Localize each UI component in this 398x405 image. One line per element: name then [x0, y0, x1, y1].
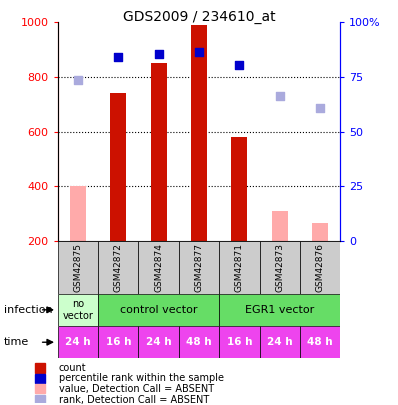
Text: 48 h: 48 h [307, 337, 333, 347]
Bar [179, 326, 219, 358]
Point [75, 77, 81, 83]
Text: rank, Detection Call = ABSENT: rank, Detection Call = ABSENT [59, 394, 209, 405]
Text: GSM42876: GSM42876 [316, 243, 325, 292]
Point [236, 62, 242, 68]
Point [115, 54, 121, 60]
Bar [312, 223, 328, 241]
Bar [150, 63, 167, 241]
Bar [35, 395, 45, 404]
Text: GSM42874: GSM42874 [154, 243, 163, 292]
Text: EGR1 vector: EGR1 vector [245, 305, 314, 315]
Point [277, 92, 283, 99]
Bar [35, 384, 45, 393]
Bar [98, 294, 219, 326]
Point [317, 104, 323, 111]
Bar [259, 326, 300, 358]
Text: infection: infection [4, 305, 53, 315]
Bar [139, 326, 179, 358]
Bar [191, 25, 207, 241]
Text: GSM42871: GSM42871 [235, 243, 244, 292]
Bar [272, 211, 288, 241]
Text: no
vector: no vector [62, 299, 94, 321]
Text: GSM42875: GSM42875 [73, 243, 82, 292]
Bar [58, 294, 98, 326]
Bar [35, 363, 45, 373]
Bar [231, 137, 248, 241]
Point [196, 49, 202, 55]
Bar [179, 241, 219, 294]
Text: 48 h: 48 h [186, 337, 212, 347]
Text: 24 h: 24 h [65, 337, 91, 347]
Point [156, 51, 162, 57]
Bar [139, 241, 179, 294]
Text: value, Detection Call = ABSENT: value, Detection Call = ABSENT [59, 384, 214, 394]
Bar [35, 374, 45, 383]
Text: count: count [59, 363, 86, 373]
Text: percentile rank within the sample: percentile rank within the sample [59, 373, 224, 383]
Text: GSM42873: GSM42873 [275, 243, 284, 292]
Text: GDS2009 / 234610_at: GDS2009 / 234610_at [123, 10, 275, 24]
Text: 24 h: 24 h [267, 337, 293, 347]
Text: control vector: control vector [120, 305, 197, 315]
Bar [110, 93, 126, 241]
Bar [98, 241, 139, 294]
Bar [300, 326, 340, 358]
Bar [98, 326, 139, 358]
Bar [219, 326, 259, 358]
Text: 24 h: 24 h [146, 337, 172, 347]
Bar [58, 326, 98, 358]
Bar [259, 241, 300, 294]
Text: 16 h: 16 h [226, 337, 252, 347]
Text: 16 h: 16 h [105, 337, 131, 347]
Bar [219, 241, 259, 294]
Bar [58, 241, 98, 294]
Bar [70, 186, 86, 241]
Text: GSM42877: GSM42877 [195, 243, 203, 292]
Text: time: time [4, 337, 29, 347]
Bar [300, 241, 340, 294]
Text: GSM42872: GSM42872 [114, 243, 123, 292]
Bar [219, 294, 340, 326]
